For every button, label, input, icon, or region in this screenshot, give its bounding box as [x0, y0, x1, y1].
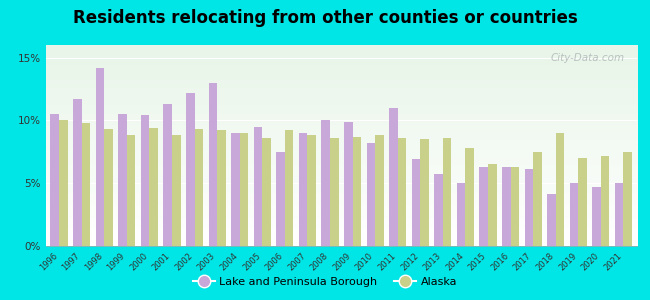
Bar: [150, 128, 158, 246]
Bar: [592, 187, 601, 246]
Bar: [141, 115, 150, 246]
Bar: [623, 152, 632, 246]
Bar: [96, 68, 104, 246]
Bar: [398, 138, 406, 246]
Bar: [104, 129, 113, 246]
Bar: [569, 183, 578, 246]
Bar: [411, 159, 421, 246]
Bar: [556, 133, 564, 246]
Bar: [59, 120, 68, 246]
Bar: [262, 138, 271, 246]
Bar: [73, 99, 82, 246]
Bar: [457, 183, 465, 246]
Bar: [578, 158, 587, 246]
Bar: [254, 127, 262, 246]
Bar: [240, 133, 248, 246]
Bar: [525, 169, 533, 246]
Bar: [51, 114, 59, 246]
Bar: [127, 135, 135, 246]
Bar: [321, 120, 330, 246]
Bar: [480, 167, 488, 246]
Text: City-Data.com: City-Data.com: [551, 53, 625, 63]
Bar: [547, 194, 556, 246]
Bar: [82, 123, 90, 246]
Bar: [194, 129, 203, 246]
Bar: [231, 133, 240, 246]
Bar: [502, 167, 510, 246]
Bar: [285, 130, 293, 246]
Bar: [421, 139, 429, 246]
Bar: [443, 138, 451, 246]
Bar: [367, 143, 375, 246]
Text: Residents relocating from other counties or countries: Residents relocating from other counties…: [73, 9, 577, 27]
Bar: [186, 93, 194, 246]
Bar: [510, 167, 519, 246]
Bar: [217, 130, 226, 246]
Bar: [375, 135, 383, 246]
Bar: [118, 114, 127, 246]
Bar: [330, 138, 339, 246]
Bar: [389, 108, 398, 246]
Bar: [465, 148, 474, 246]
Bar: [615, 183, 623, 246]
Bar: [163, 104, 172, 246]
Bar: [172, 135, 181, 246]
Bar: [344, 122, 352, 246]
Bar: [601, 155, 610, 246]
Bar: [352, 137, 361, 246]
Bar: [488, 164, 497, 246]
Legend: Lake and Peninsula Borough, Alaska: Lake and Peninsula Borough, Alaska: [188, 273, 462, 291]
Bar: [276, 152, 285, 246]
Bar: [307, 135, 316, 246]
Bar: [299, 133, 307, 246]
Bar: [533, 152, 541, 246]
Bar: [434, 174, 443, 246]
Bar: [209, 83, 217, 246]
